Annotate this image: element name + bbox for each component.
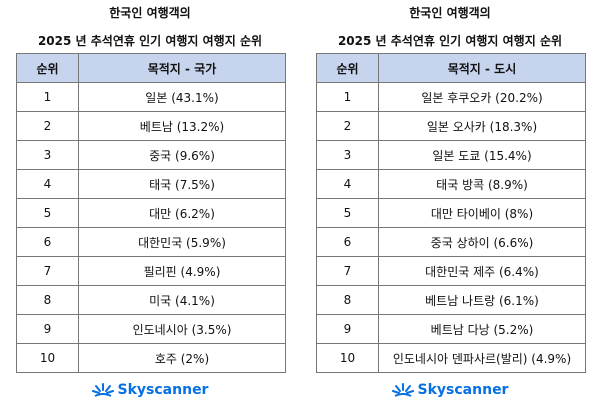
table-row: 3 중국 (9.6%) [16, 140, 286, 170]
destination-cell: 미국 (4.1%) [78, 285, 286, 315]
destination-cell: 일본 도쿄 (15.4%) [378, 140, 586, 170]
title-line-2: 2025 년 추석연휴 인기 여행지 여행지 순위 [337, 34, 563, 48]
rank-cell: 1 [16, 82, 79, 112]
table-row: 6 대한민국 (5.9%) [16, 227, 286, 257]
rank-cell: 5 [316, 198, 379, 228]
table-row: 5 대만 (6.2%) [16, 198, 286, 228]
rank-cell: 10 [316, 343, 379, 373]
rank-cell: 2 [16, 111, 79, 141]
rank-header: 순위 [316, 53, 379, 83]
destination-cell: 베트남 (13.2%) [78, 111, 286, 141]
table-row: 7 대한민국 제주 (6.4%) [316, 256, 586, 286]
table-row: 4 태국 (7.5%) [16, 169, 286, 199]
destination-cell: 인도네시아 (3.5%) [78, 314, 286, 344]
table-row: 7 필리핀 (4.9%) [16, 256, 286, 286]
rank-cell: 3 [316, 140, 379, 170]
logo-text: Skyscanner [417, 382, 509, 398]
ranking-table: 순위 목적지 - 국가 1 일본 (43.1%) 2 베트남 (13.2%) 3 중국 (9… [16, 53, 286, 373]
table-row: 3 일본 도쿄 (15.4%) [316, 140, 586, 170]
table-row: 1 일본 후쿠오카 (20.2%) [316, 82, 586, 112]
ranking-table: 순위 목적지 - 도시 1 일본 후쿠오카 (20.2%) 2 일본 오사카 (18.3… [316, 53, 586, 373]
destination-cell: 필리핀 (4.9%) [78, 256, 286, 286]
table-row: 8 베트남 나트랑 (6.1%) [316, 285, 586, 315]
rank-cell: 4 [316, 169, 379, 199]
destination-cell: 대만 (6.2%) [78, 198, 286, 228]
table-row: 4 태국 방콕 (8.9%) [316, 169, 586, 199]
table-header: 순위 목적지 - 도시 [316, 53, 586, 83]
rank-cell: 7 [16, 256, 79, 286]
table-row: 2 베트남 (13.2%) [16, 111, 286, 141]
skyscanner-logo: Skyscanner [308, 382, 592, 398]
destination-cell: 태국 (7.5%) [78, 169, 286, 199]
rank-cell: 9 [16, 314, 79, 344]
rank-cell: 2 [316, 111, 379, 141]
table-row: 2 일본 오사카 (18.3%) [316, 111, 586, 141]
table-row: 10 호주 (2%) [16, 343, 286, 373]
sunburst-icon [91, 383, 114, 397]
table-row: 1 일본 (43.1%) [16, 82, 286, 112]
rank-cell: 6 [316, 227, 379, 257]
rank-cell: 3 [16, 140, 79, 170]
table-row: 9 인도네시아 (3.5%) [16, 314, 286, 344]
title-line-1: 한국인 여행객의 [409, 6, 491, 20]
destination-cell: 대만 타이베이 (8%) [378, 198, 586, 228]
destination-cell: 일본 후쿠오카 (20.2%) [378, 82, 586, 112]
table-row: 8 미국 (4.1%) [16, 285, 286, 315]
table-header: 순위 목적지 - 국가 [16, 53, 286, 83]
logo-text: Skyscanner [117, 382, 209, 398]
table-row: 10 인도네시아 덴파사르(발리) (4.9%) [316, 343, 586, 373]
table-row: 6 중국 상하이 (6.6%) [316, 227, 586, 257]
rank-cell: 4 [16, 169, 79, 199]
title-line-1: 한국인 여행객의 [109, 6, 191, 20]
destination-cell: 일본 오사카 (18.3%) [378, 111, 586, 141]
rank-cell: 10 [16, 343, 79, 373]
table-row: 9 베트남 다낭 (5.2%) [316, 314, 586, 344]
rank-header: 순위 [16, 53, 79, 83]
destination-cell: 대한민국 제주 (6.4%) [378, 256, 586, 286]
destination-cell: 인도네시아 덴파사르(발리) (4.9%) [378, 343, 586, 373]
destination-cell: 중국 상하이 (6.6%) [378, 227, 586, 257]
rank-cell: 7 [316, 256, 379, 286]
rank-cell: 8 [16, 285, 79, 315]
destination-cell: 호주 (2%) [78, 343, 286, 373]
title-line-2: 2025 년 추석연휴 인기 여행지 여행지 순위 [37, 34, 263, 48]
sunburst-icon [391, 383, 414, 397]
destination-header: 목적지 - 도시 [378, 53, 586, 83]
table-row: 5 대만 타이베이 (8%) [316, 198, 586, 228]
destination-header: 목적지 - 국가 [78, 53, 286, 83]
destination-cell: 태국 방콕 (8.9%) [378, 169, 586, 199]
destination-cell: 일본 (43.1%) [78, 82, 286, 112]
rank-cell: 1 [316, 82, 379, 112]
rank-cell: 9 [316, 314, 379, 344]
rank-cell: 8 [316, 285, 379, 315]
destination-cell: 베트남 다낭 (5.2%) [378, 314, 586, 344]
destination-cell: 중국 (9.6%) [78, 140, 286, 170]
skyscanner-logo: Skyscanner [8, 382, 292, 398]
rank-cell: 5 [16, 198, 79, 228]
rank-cell: 6 [16, 227, 79, 257]
destination-cell: 베트남 나트랑 (6.1%) [378, 285, 586, 315]
destination-cell: 대한민국 (5.9%) [78, 227, 286, 257]
